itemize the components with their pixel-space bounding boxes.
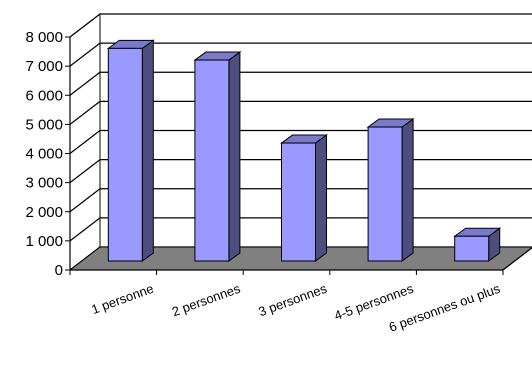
gridline	[69, 13, 532, 38]
bar-front	[107, 47, 143, 262]
x-tick-label: 2 personnes	[170, 281, 243, 320]
bar-side	[228, 51, 241, 262]
y-tick-label: 4 000	[25, 146, 63, 163]
x-axis-tick-labels: 1 personne 2 personnes 3 personnes 4-5 pers…	[89, 281, 502, 335]
gridline	[69, 42, 532, 67]
bar	[366, 118, 415, 262]
bar	[279, 134, 329, 262]
bar-front	[454, 235, 490, 262]
bar-side	[141, 39, 154, 262]
bar	[106, 39, 155, 262]
y-tick-label: 8 000	[25, 29, 63, 46]
bar-side	[315, 134, 327, 262]
chart-axes	[65, 36, 532, 275]
bar-front	[281, 142, 316, 262]
floor-edge	[502, 247, 532, 271]
y-tick-label: 1 000	[25, 233, 63, 250]
y-tick-label: 6 000	[25, 87, 63, 104]
bar	[453, 227, 502, 262]
gridline	[69, 71, 532, 96]
y-tick-label: 0	[55, 262, 63, 279]
bar-front	[367, 126, 403, 262]
x-tick-label: 3 personnes	[256, 281, 329, 320]
y-tick-label: 5 000	[25, 116, 63, 133]
gridline	[69, 100, 532, 125]
bar	[193, 51, 242, 262]
chart-bars	[106, 39, 502, 262]
y-tick-label: 7 000	[25, 58, 63, 75]
y-axis-tick-labels: 0 1 000 2 000 3 000 4 000 5 000 6 000 7 000 8 00…	[25, 29, 63, 279]
y-tick-label: 2 000	[25, 204, 63, 221]
bar-side	[401, 118, 414, 262]
x-tick-label: 1 personne	[89, 281, 155, 317]
y-tick-label: 3 000	[25, 175, 63, 192]
bar-front	[194, 59, 230, 262]
